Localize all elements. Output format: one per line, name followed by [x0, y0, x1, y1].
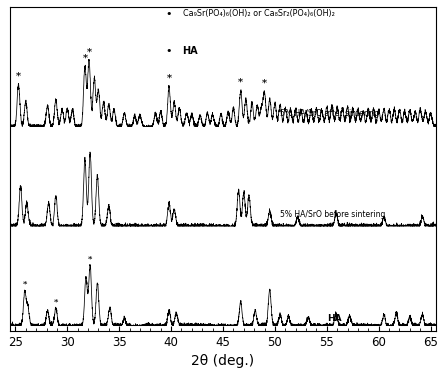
Text: HA: HA [327, 314, 342, 323]
Text: *: * [166, 74, 172, 82]
Text: HA: HA [182, 46, 198, 56]
Text: •: • [165, 9, 172, 19]
Text: *: * [16, 72, 21, 81]
Text: *: * [22, 280, 27, 288]
Text: Ca₉Sr(PO₄)₆(OH)₂ or Ca₈Sr₂(PO₄)₆(OH)₂: Ca₉Sr(PO₄)₆(OH)₂ or Ca₈Sr₂(PO₄)₆(OH)₂ [182, 9, 334, 18]
X-axis label: 2θ (deg.): 2θ (deg.) [191, 354, 255, 368]
Text: 5% HA/SrO before sintering: 5% HA/SrO before sintering [280, 210, 385, 219]
Text: *: * [54, 297, 58, 305]
Text: *: * [238, 78, 243, 87]
Text: *: * [88, 254, 92, 262]
Text: *: * [87, 48, 91, 57]
Text: 5% HA/SrO after sintering: 5% HA/SrO after sintering [280, 109, 379, 118]
Text: *: * [262, 79, 267, 88]
Text: •: • [165, 46, 172, 56]
Text: *: * [83, 54, 87, 63]
